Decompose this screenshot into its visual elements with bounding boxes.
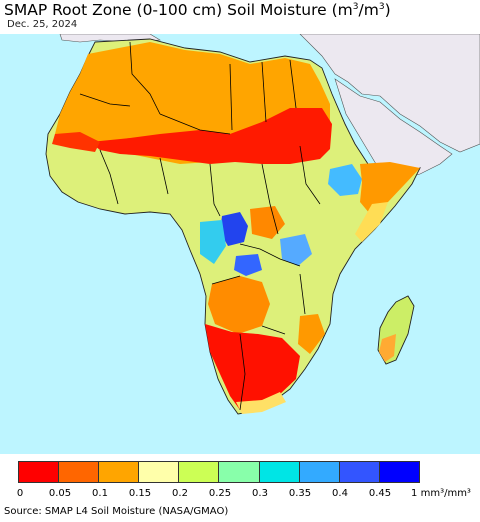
legend-tick-label: 0.45: [368, 488, 392, 499]
angola-blue-patch: [234, 254, 262, 276]
legend-tick-label: 0.05: [48, 488, 72, 499]
legend-swatch: [179, 462, 220, 482]
central-africa-orange: [250, 206, 285, 239]
source-credit: Source: SMAP L4 Soil Moisture (NASA/GMAO…: [4, 506, 229, 517]
soil-moisture-map: [0, 33, 480, 454]
africa-map-svg: [45, 33, 480, 415]
mozambique-orange: [298, 314, 325, 354]
legend-tick-label: 1 mm³/mm³: [411, 488, 471, 499]
congo-wet-area: [220, 212, 248, 246]
legend-tick-label: 0.15: [128, 488, 152, 499]
west-sahel-red: [52, 132, 100, 152]
legend-tick-label: 0.1: [92, 488, 108, 499]
legend-tick-label: 0.4: [332, 488, 348, 499]
legend-tick-label: 0: [16, 488, 24, 499]
legend-swatch: [219, 462, 260, 482]
map-title: SMAP Root Zone (0-100 cm) Soil Moisture …: [4, 1, 391, 19]
tanzania-blue: [280, 234, 312, 266]
legend-swatch: [139, 462, 180, 482]
legend-swatch: [339, 462, 380, 482]
map-date: Dec. 25, 2024: [7, 19, 78, 30]
legend-swatch: [259, 462, 300, 482]
legend-tick-label: 0.3: [252, 488, 268, 499]
madagascar-orange: [379, 334, 396, 362]
legend-tick-label: 0.35: [288, 488, 312, 499]
legend-tick-label: 0.25: [208, 488, 232, 499]
legend-tick-label: 0.2: [172, 488, 188, 499]
arabian-peninsula: [334, 78, 453, 181]
legend-swatch: [59, 462, 100, 482]
congo-cyan-area: [200, 220, 226, 264]
sahel-red-band: [90, 108, 332, 164]
legend-swatch: [19, 462, 60, 482]
country-borders: [79, 41, 321, 411]
legend-swatch: [299, 462, 340, 482]
ethiopia-blue-area: [328, 164, 362, 196]
legend-ticks: 0 0.05 0.1 0.15 0.2 0.25 0.3 0.35 0.4 0.…: [0, 488, 480, 502]
southern-africa-red: [205, 324, 300, 410]
middle-east-landmass: [299, 33, 480, 153]
legend-swatch: [99, 462, 140, 482]
legend-colorbar: [18, 461, 420, 483]
cape-yellow: [236, 392, 286, 414]
legend-swatch: [379, 462, 419, 482]
horn-of-africa-dry: [360, 162, 420, 214]
southern-africa-orange: [208, 276, 270, 334]
somalia-yellow: [355, 202, 388, 242]
